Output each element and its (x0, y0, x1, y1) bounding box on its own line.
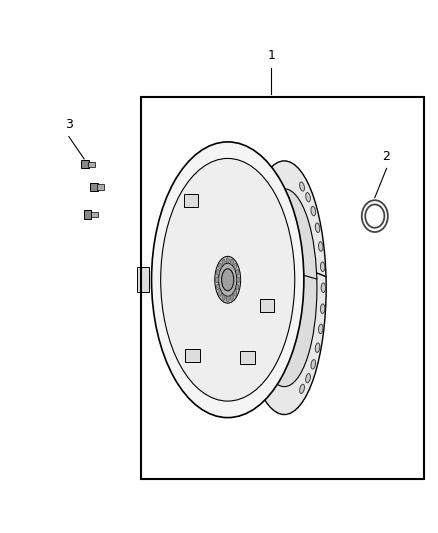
Bar (141, 97, 424, 479)
Ellipse shape (311, 206, 315, 216)
FancyBboxPatch shape (84, 211, 92, 219)
Ellipse shape (222, 269, 234, 291)
Ellipse shape (311, 360, 315, 369)
FancyBboxPatch shape (97, 184, 104, 190)
Ellipse shape (237, 277, 240, 282)
Ellipse shape (226, 296, 229, 302)
Ellipse shape (315, 223, 320, 232)
Ellipse shape (321, 262, 325, 271)
Ellipse shape (321, 283, 325, 293)
Ellipse shape (222, 259, 225, 265)
Ellipse shape (318, 242, 323, 251)
Ellipse shape (215, 277, 219, 282)
Ellipse shape (306, 374, 311, 383)
Ellipse shape (318, 324, 323, 334)
Text: 3: 3 (65, 118, 73, 131)
Ellipse shape (300, 182, 304, 191)
FancyBboxPatch shape (88, 161, 95, 167)
Ellipse shape (193, 216, 263, 343)
Ellipse shape (219, 263, 237, 296)
Ellipse shape (226, 257, 229, 263)
Ellipse shape (306, 192, 311, 202)
Ellipse shape (222, 295, 225, 300)
Ellipse shape (182, 197, 273, 362)
FancyBboxPatch shape (137, 267, 149, 293)
Ellipse shape (236, 270, 239, 275)
Polygon shape (152, 142, 326, 415)
Ellipse shape (321, 304, 325, 313)
Ellipse shape (230, 295, 233, 300)
Ellipse shape (234, 290, 237, 296)
FancyBboxPatch shape (81, 160, 89, 168)
Ellipse shape (216, 270, 219, 275)
Ellipse shape (161, 158, 295, 401)
Ellipse shape (202, 233, 254, 327)
Ellipse shape (234, 263, 237, 269)
Ellipse shape (251, 189, 317, 386)
Ellipse shape (315, 343, 320, 352)
Ellipse shape (300, 384, 304, 393)
Ellipse shape (219, 263, 222, 269)
Ellipse shape (171, 177, 284, 382)
Ellipse shape (215, 256, 240, 303)
Ellipse shape (216, 285, 219, 290)
Ellipse shape (219, 290, 222, 296)
FancyBboxPatch shape (185, 350, 200, 362)
Ellipse shape (152, 142, 304, 418)
Text: 2: 2 (383, 150, 391, 163)
Ellipse shape (209, 247, 246, 313)
Text: 1: 1 (267, 50, 275, 62)
FancyBboxPatch shape (240, 351, 255, 364)
FancyBboxPatch shape (90, 183, 98, 191)
FancyBboxPatch shape (91, 212, 98, 217)
FancyBboxPatch shape (184, 194, 198, 207)
Ellipse shape (230, 259, 233, 265)
FancyBboxPatch shape (260, 300, 275, 312)
Ellipse shape (242, 161, 326, 415)
Ellipse shape (236, 285, 239, 290)
